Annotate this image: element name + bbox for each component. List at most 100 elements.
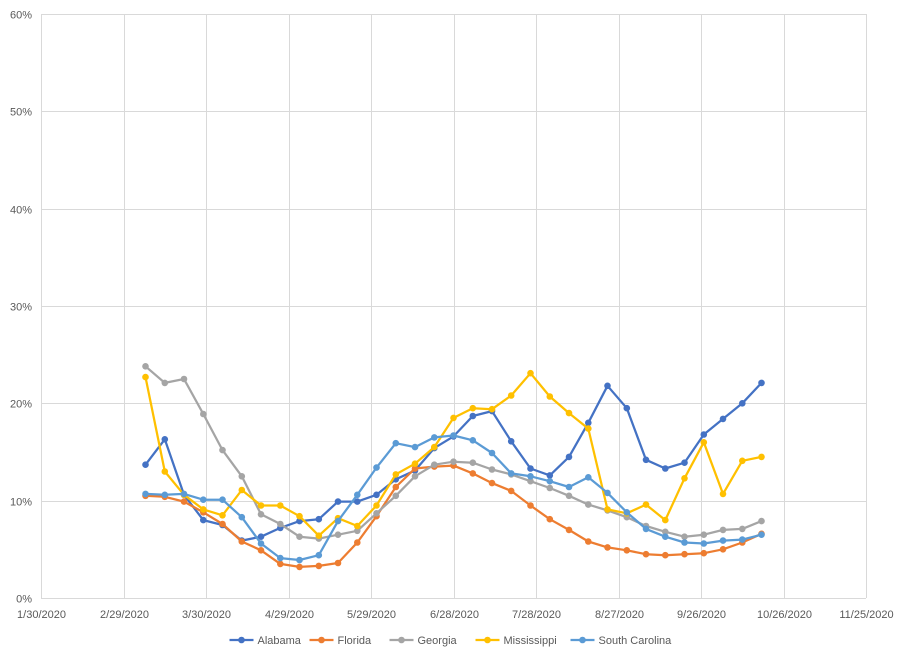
- data-point: [527, 477, 534, 485]
- legend-swatch-marker: [398, 636, 405, 644]
- data-point: [527, 473, 534, 480]
- legend-label: South Carolina: [599, 635, 673, 647]
- data-point: [565, 526, 573, 534]
- data-point: [604, 506, 611, 513]
- data-point: [469, 404, 477, 412]
- data-point: [238, 486, 246, 494]
- legend-label: Mississippi: [504, 635, 557, 647]
- data-point: [585, 425, 592, 432]
- data-point: [546, 393, 554, 400]
- data-point: [546, 515, 554, 523]
- data-point: [469, 470, 477, 477]
- data-point: [277, 502, 284, 509]
- data-point: [604, 382, 611, 390]
- data-point: [431, 461, 438, 469]
- data-point: [392, 439, 400, 447]
- data-point: [662, 465, 669, 472]
- data-point: [373, 491, 380, 499]
- data-point: [354, 527, 361, 535]
- series-group: [142, 363, 765, 571]
- data-point: [739, 525, 746, 533]
- data-point: [373, 510, 380, 517]
- y-tick-label: 20%: [10, 399, 32, 411]
- y-tick-label: 30%: [10, 302, 32, 314]
- x-tick-label: 6/28/2020: [430, 609, 479, 621]
- legend-item-georgia: Georgia: [389, 635, 458, 647]
- x-tick-label: 1/30/2020: [17, 609, 66, 621]
- data-point: [488, 405, 496, 413]
- data-point: [431, 434, 438, 441]
- data-point: [758, 453, 765, 461]
- legend-item-mississippi: Mississippi: [475, 635, 557, 647]
- data-point: [257, 547, 265, 554]
- data-point: [585, 474, 592, 481]
- series-line-south-carolina: [145, 434, 762, 562]
- legend-item-alabama: Alabama: [229, 635, 302, 647]
- data-point: [700, 439, 708, 446]
- data-point: [411, 443, 419, 451]
- data-point: [161, 491, 169, 499]
- data-point: [585, 538, 592, 545]
- data-point: [257, 540, 265, 547]
- data-point: [507, 438, 515, 445]
- data-point: [354, 491, 361, 499]
- data-point: [642, 501, 650, 508]
- data-point: [373, 502, 380, 509]
- data-point: [739, 400, 746, 407]
- data-point: [277, 554, 284, 562]
- x-tick-label: 7/28/2020: [512, 609, 561, 621]
- data-point: [238, 513, 246, 521]
- legend-swatch-marker: [238, 636, 245, 644]
- series-mississippi: [142, 369, 765, 539]
- data-point: [180, 375, 188, 383]
- data-point: [277, 560, 284, 568]
- data-point: [469, 437, 477, 444]
- data-point: [642, 550, 650, 558]
- data-point: [469, 459, 477, 467]
- data-point: [200, 496, 207, 504]
- data-point: [142, 490, 149, 498]
- data-point: [354, 539, 361, 546]
- data-point: [565, 492, 573, 500]
- x-tick-label: 10/26/2020: [757, 609, 812, 621]
- data-point: [719, 490, 727, 498]
- data-point: [662, 551, 669, 559]
- data-point: [681, 475, 688, 482]
- data-point: [527, 369, 534, 377]
- data-point: [334, 517, 342, 525]
- legend-label: Alabama: [258, 635, 302, 647]
- data-point: [527, 502, 534, 509]
- data-point: [334, 559, 342, 567]
- data-point: [565, 409, 573, 417]
- data-point: [681, 533, 688, 540]
- legend: Alabama Florida Georgia Mississippi South Ca…: [229, 635, 673, 647]
- data-point: [257, 533, 265, 540]
- data-point: [392, 492, 400, 500]
- data-point: [219, 446, 226, 454]
- data-point: [546, 484, 554, 492]
- grid: [41, 14, 867, 599]
- legend-swatch-marker: [579, 636, 586, 644]
- data-point: [180, 490, 188, 498]
- data-point: [565, 453, 573, 461]
- series-florida: [142, 462, 765, 571]
- data-point: [719, 546, 727, 553]
- data-point: [296, 512, 303, 520]
- data-point: [257, 502, 265, 509]
- data-point: [180, 498, 188, 505]
- data-point: [238, 538, 246, 545]
- data-point: [296, 563, 303, 571]
- data-point: [277, 520, 284, 528]
- data-point: [681, 459, 688, 467]
- data-point: [585, 501, 592, 508]
- x-tick-label: 2/29/2020: [100, 609, 149, 621]
- data-point: [507, 392, 515, 399]
- data-point: [392, 483, 400, 491]
- data-point: [450, 414, 457, 422]
- data-point: [315, 515, 323, 523]
- axes: 0% 10% 20% 30% 40% 50% 60% 1/30/2020 2/29/2020 3/…: [10, 10, 894, 622]
- data-point: [604, 544, 611, 551]
- x-tick-label: 9/26/2020: [677, 609, 726, 621]
- data-point: [354, 522, 361, 530]
